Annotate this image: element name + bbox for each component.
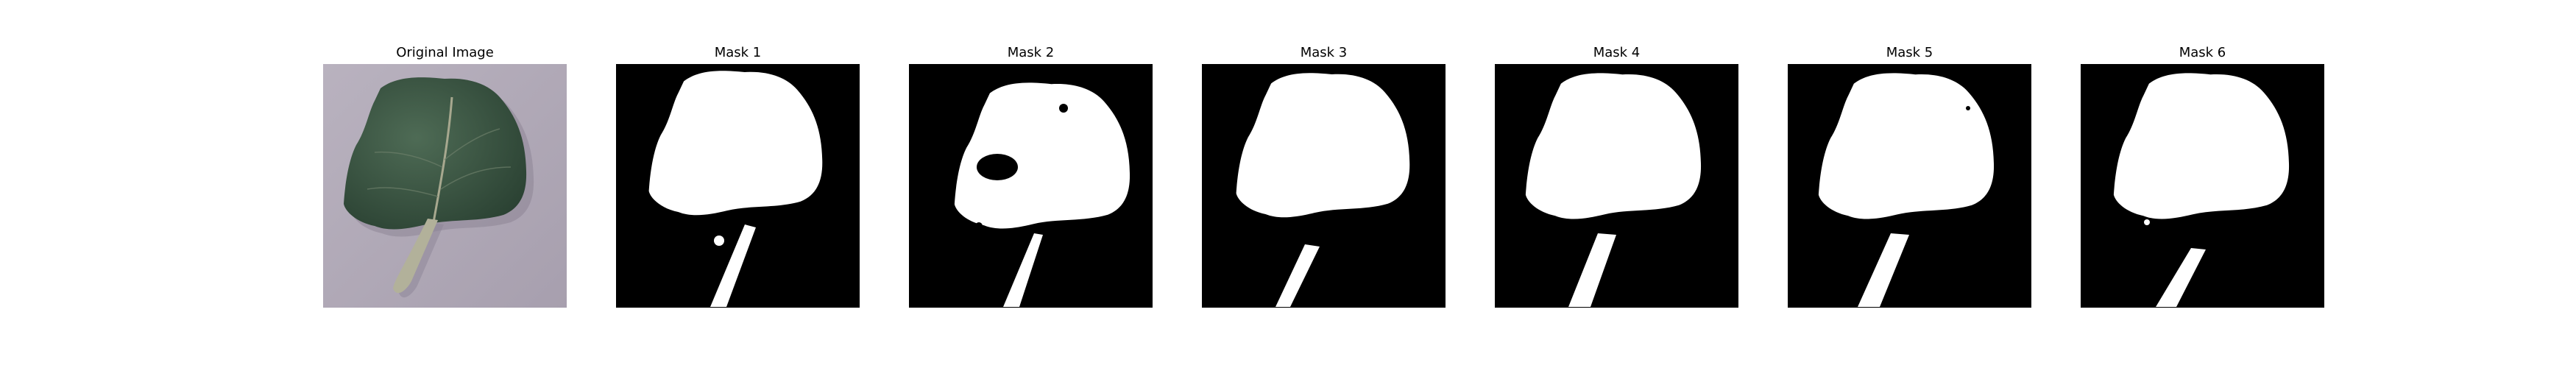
mask-panel: Mask 3 (1202, 44, 1446, 308)
mask-panel: Mask 5 (1788, 44, 2031, 308)
mask-panel: Mask 2 (909, 44, 1153, 308)
mask-image (2081, 64, 2324, 308)
panel-title: Mask 6 (2179, 45, 2226, 60)
mask-image (1202, 64, 1446, 308)
mask-image (616, 64, 860, 308)
mask-panel: Mask 4 (1495, 44, 1738, 308)
panel-title: Mask 5 (1886, 45, 1933, 60)
panel-title: Mask 4 (1593, 45, 1641, 60)
mask-panel: Mask 6 (2081, 44, 2324, 308)
panel-title: Original Image (396, 45, 494, 60)
mask-image (909, 64, 1153, 308)
original-image-panel: Original Image (323, 44, 567, 308)
leaf-photo (323, 64, 567, 308)
panel-title: Mask 1 (714, 45, 762, 60)
mask-image (1788, 64, 2031, 308)
panel-title: Mask 2 (1007, 45, 1055, 60)
mask-image (1495, 64, 1738, 308)
mask-panel: Mask 1 (616, 44, 860, 308)
panel-title: Mask 3 (1300, 45, 1348, 60)
